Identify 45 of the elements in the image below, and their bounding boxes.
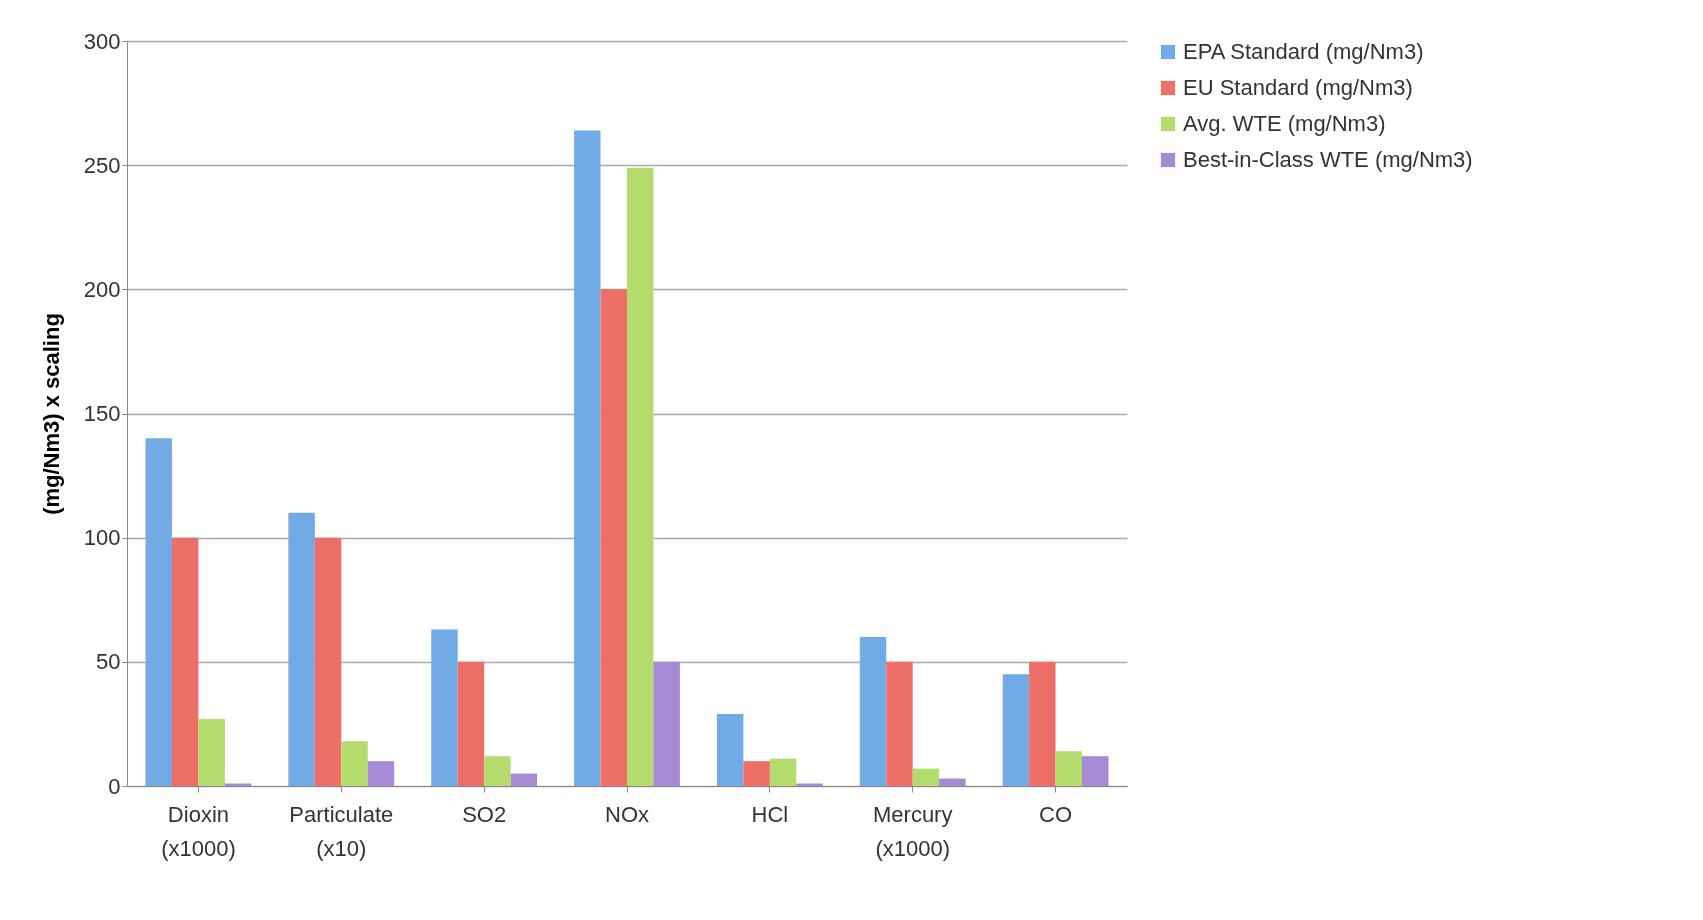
bar	[743, 761, 770, 786]
bar	[431, 629, 458, 786]
bar	[653, 661, 680, 786]
x-tick-label: NOx	[605, 801, 649, 827]
bar	[600, 289, 627, 786]
bar	[1002, 674, 1030, 786]
legend-label: EU Standard (mg/Nm3)	[1183, 75, 1413, 100]
bar	[171, 537, 199, 786]
bar	[341, 741, 368, 786]
bar	[574, 130, 601, 786]
bar	[716, 713, 744, 786]
y-tick-label: 250	[83, 152, 121, 178]
bar	[939, 778, 966, 786]
bar	[484, 756, 511, 786]
bar	[314, 537, 342, 786]
legend-label: EPA Standard (mg/Nm3)	[1183, 39, 1424, 64]
bar	[912, 768, 940, 786]
bar	[198, 718, 225, 786]
bar	[145, 438, 172, 786]
bar	[859, 637, 887, 786]
y-tick-label: 200	[83, 276, 121, 302]
bar	[1029, 661, 1056, 786]
bar	[457, 661, 485, 786]
x-tick-label: Mercury (x1000)	[872, 801, 953, 861]
bar	[1082, 756, 1109, 786]
x-tick-label: CO	[1039, 801, 1073, 827]
y-tick-label: 0	[108, 773, 121, 799]
y-tick-label: 300	[83, 28, 121, 54]
legend-label: Avg. WTE (mg/Nm3)	[1183, 111, 1386, 136]
bar	[288, 512, 315, 786]
x-tick-label: SO2	[462, 801, 507, 827]
y-axis-title: (mg/Nm3) x scaling	[38, 313, 64, 515]
legend-label: Best-in-Class WTE (mg/Nm3)	[1183, 147, 1473, 172]
bar	[769, 758, 797, 786]
y-tick-label: 100	[83, 525, 121, 551]
x-tick-label: Particulate (x10)	[289, 801, 394, 861]
x-tick-label: Dioxin (x1000)	[161, 801, 236, 861]
y-tick-label: 150	[83, 401, 121, 426]
bar	[627, 167, 654, 786]
x-tick-label: HCl	[751, 801, 789, 827]
bar	[510, 773, 538, 786]
y-tick-label: 50	[96, 649, 121, 675]
bar	[1055, 751, 1083, 786]
bar	[367, 761, 395, 786]
bar	[886, 661, 913, 786]
